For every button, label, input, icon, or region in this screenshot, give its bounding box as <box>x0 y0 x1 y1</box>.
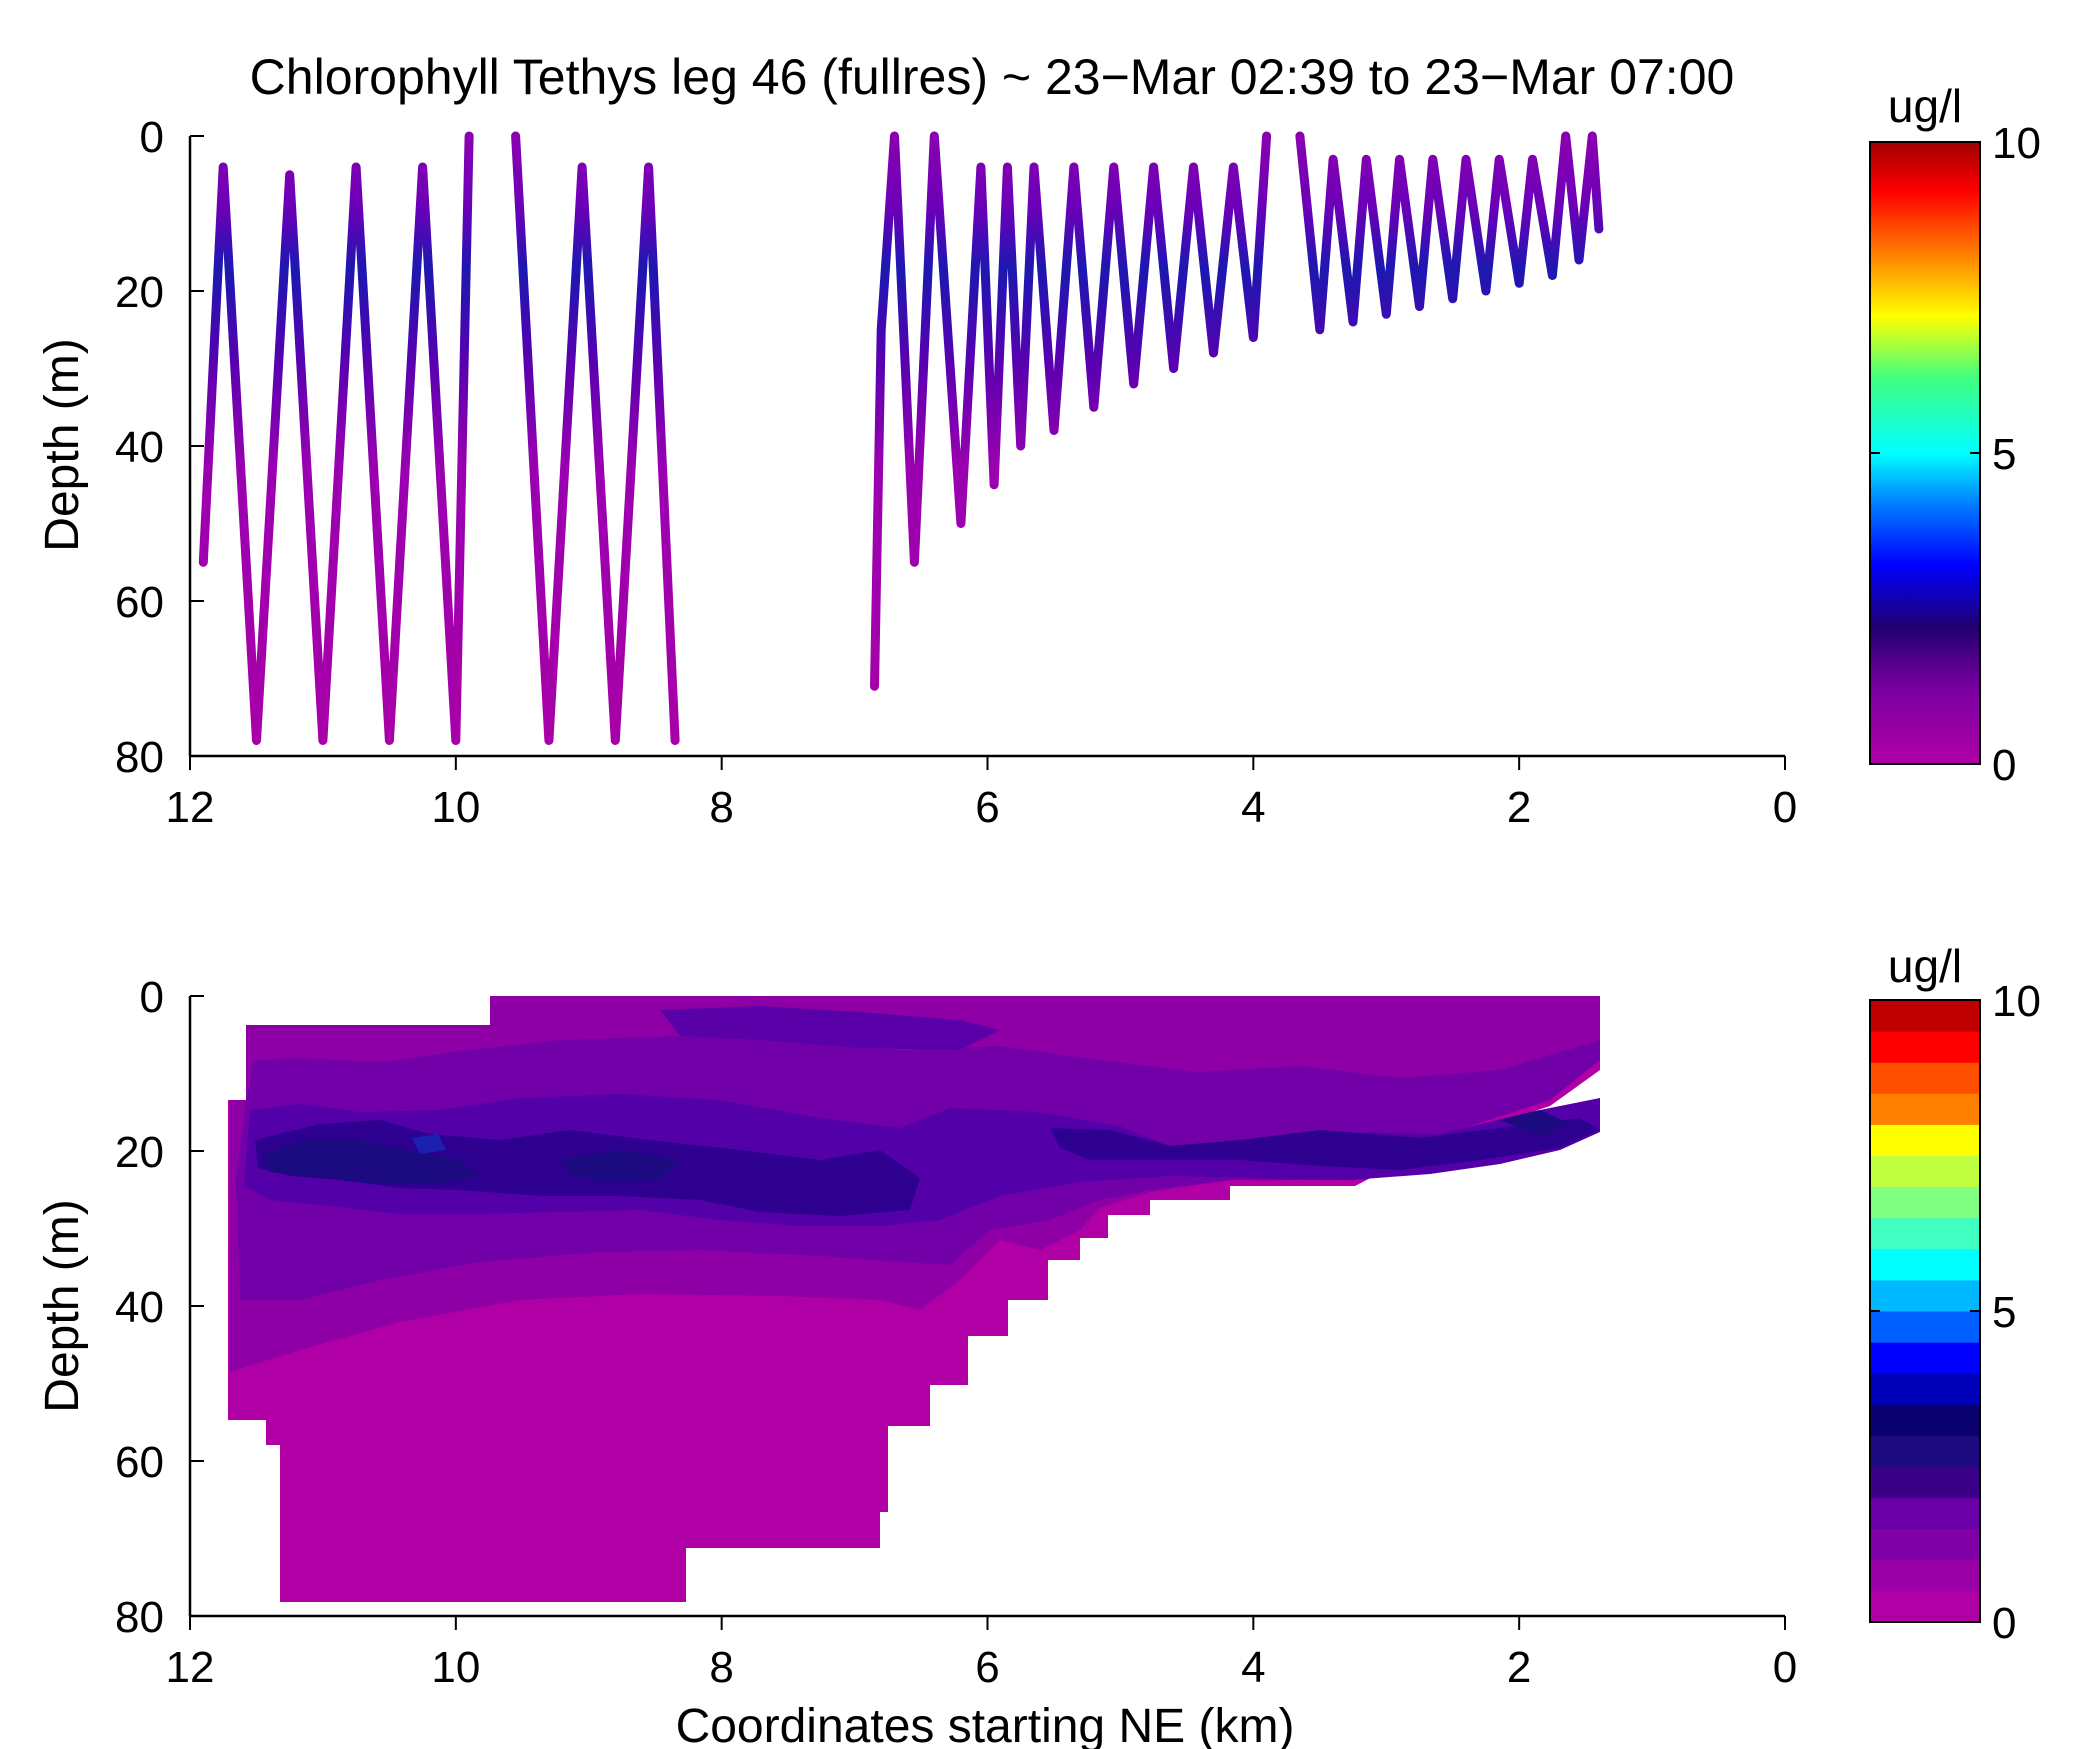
top-chart: Chlorophyll Tethys leg 46 (fullres) ~ 23… <box>36 49 2041 832</box>
top-y-tick-label: 0 <box>140 113 164 162</box>
bottom-colorbar-ticks: 0 5 10 <box>1870 977 2041 1648</box>
bottom-colorbar-band <box>1870 1186 1980 1219</box>
bottom-x-tick-label: 4 <box>1241 1643 1265 1692</box>
top-series-line-3 <box>870 131 1272 691</box>
top-colorbar-tick-label: 10 <box>1992 119 2041 168</box>
top-series-line-1 <box>198 131 474 745</box>
bottom-colorbar-band <box>1870 1342 1980 1374</box>
bottom-colorbar-band <box>1870 1248 1980 1281</box>
top-y-tick-label: 60 <box>115 578 164 627</box>
top-x-tick-label: 12 <box>166 783 215 832</box>
bottom-x-tick-label: 6 <box>975 1643 999 1692</box>
contour-level-5 <box>262 1140 480 1184</box>
bottom-y-tick-label: 0 <box>140 973 164 1022</box>
bottom-colorbar-band <box>1870 1528 1980 1561</box>
bottom-colorbar-band <box>1870 1311 1980 1343</box>
bottom-y-tick-label: 80 <box>115 1593 164 1642</box>
contour-level-6 <box>412 1134 446 1154</box>
contour-level-5b <box>560 1150 680 1182</box>
top-series-lines <box>198 131 1604 745</box>
bottom-colorbar-bands <box>1870 1000 1980 1623</box>
top-series-line-4 <box>1295 131 1604 335</box>
contour-top-core <box>660 1006 1000 1050</box>
top-series-line-2 <box>511 131 680 745</box>
bottom-x-tick-label: 0 <box>1773 1643 1797 1692</box>
bottom-colorbar-band <box>1870 1435 1980 1467</box>
bottom-colorbar-band <box>1870 1279 1980 1312</box>
bottom-colorbar-band <box>1870 1373 1980 1405</box>
top-chart-title: Chlorophyll Tethys leg 46 (fullres) ~ 23… <box>250 49 1735 105</box>
bottom-x-tick-label: 10 <box>431 1643 480 1692</box>
contour-level-5c <box>1500 1110 1570 1136</box>
bottom-x-tick-label: 12 <box>166 1643 215 1692</box>
bottom-colorbar-band <box>1870 1062 1980 1094</box>
top-x-tick-label: 10 <box>431 783 480 832</box>
bottom-colorbar-tick-label: 0 <box>1992 1599 2016 1648</box>
bottom-colorbar-band <box>1870 1466 1980 1499</box>
bottom-chart: Depth (m) Coordinates starting NE (km) 0… <box>36 940 2041 1749</box>
bottom-colorbar-band <box>1870 1559 1980 1592</box>
top-colorbar-bar <box>1869 141 1981 765</box>
top-colorbar-tick-label: 0 <box>1992 741 2016 790</box>
bottom-colorbar-band <box>1870 1000 1980 1032</box>
top-x-tick-label: 4 <box>1241 783 1265 832</box>
bottom-colorbar-band <box>1870 1217 1980 1250</box>
bottom-colorbar-label: ug/l <box>1888 940 1962 992</box>
bottom-colorbar-tick-label: 5 <box>1992 1288 2016 1337</box>
top-colorbar-ticks: 0 5 10 <box>1870 119 2041 790</box>
top-y-tick-label: 80 <box>115 733 164 782</box>
contour-level-4b <box>1050 1118 1600 1170</box>
top-x-tick-label: 0 <box>1773 783 1797 832</box>
bottom-contour-field <box>228 996 1600 1602</box>
top-x-tick-label: 2 <box>1507 783 1531 832</box>
bottom-colorbar-band <box>1870 1031 1980 1063</box>
bottom-x-tick-label: 2 <box>1507 1643 1531 1692</box>
bottom-y-axis-label: Depth (m) <box>36 1199 89 1412</box>
bottom-colorbar-band <box>1870 1404 1980 1436</box>
top-x-tick-label: 8 <box>709 783 733 832</box>
bottom-x-axis-label: Coordinates starting NE (km) <box>676 1700 1295 1749</box>
top-colorbar-tick-label: 5 <box>1992 430 2016 479</box>
top-y-axis-label: Depth (m) <box>36 338 89 551</box>
bottom-colorbar-band <box>1870 1093 1980 1125</box>
top-colorbar-label: ug/l <box>1888 80 1962 132</box>
bottom-y-tick-label: 60 <box>115 1438 164 1487</box>
bottom-colorbar-band <box>1870 1155 1980 1188</box>
bottom-colorbar-band <box>1870 1590 1980 1623</box>
top-y-tick-label: 20 <box>115 268 164 317</box>
bottom-colorbar-band <box>1870 1497 1980 1530</box>
top-colorbar: ug/l 0 5 10 <box>1869 80 2041 790</box>
bottom-y-tick-label: 40 <box>115 1283 164 1332</box>
bottom-x-tick-label: 8 <box>709 1643 733 1692</box>
contour-top-shallow <box>490 996 1600 1036</box>
bottom-y-tick-label: 20 <box>115 1128 164 1177</box>
top-x-tick-label: 6 <box>975 783 999 832</box>
top-y-tick-label: 40 <box>115 423 164 472</box>
bottom-colorbar: ug/l 0 5 10 <box>1869 940 2041 1648</box>
bottom-colorbar-band <box>1870 1124 1980 1156</box>
bottom-colorbar-tick-label: 10 <box>1992 977 2041 1026</box>
